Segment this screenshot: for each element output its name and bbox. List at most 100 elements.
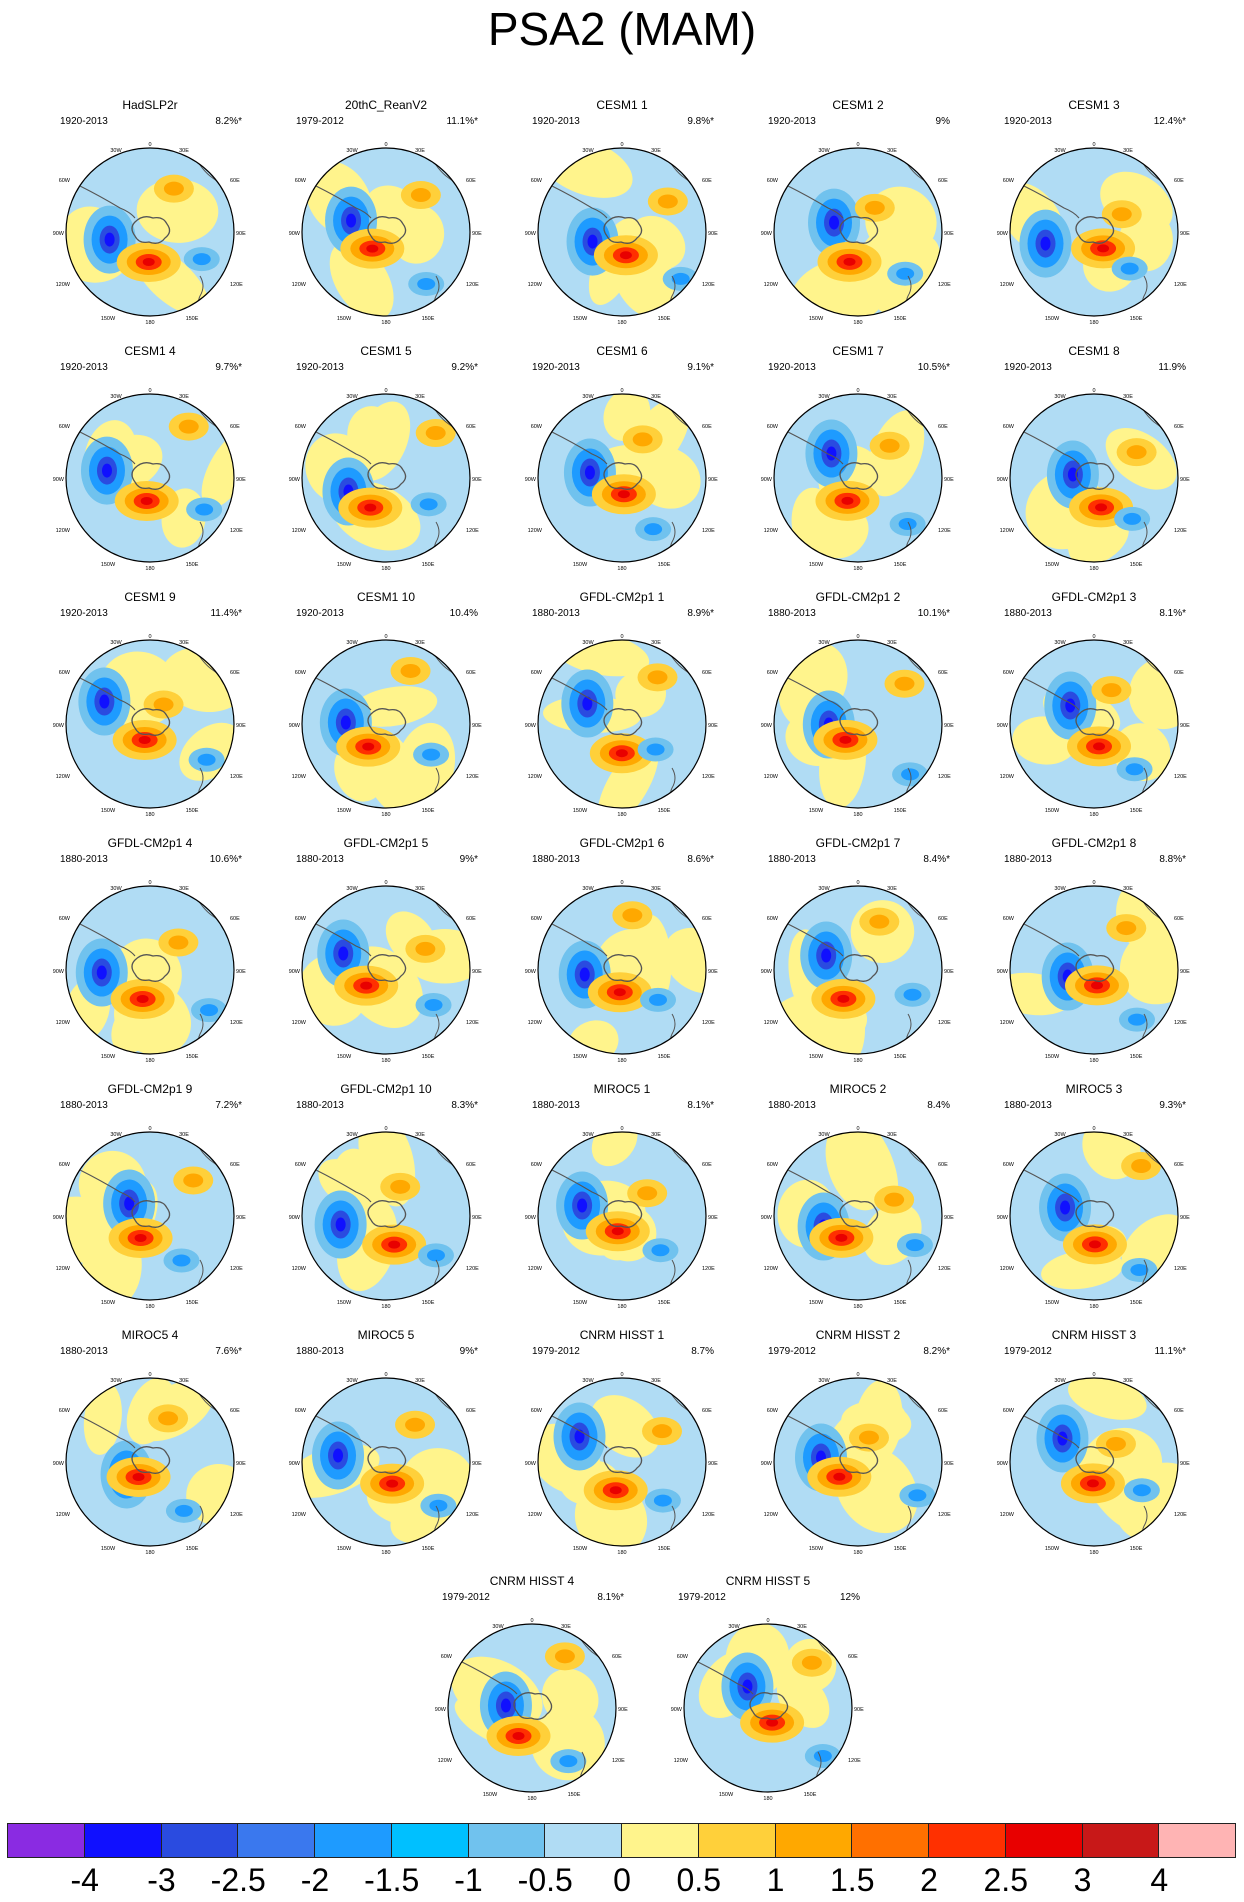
- panel-period: 1979-2012: [442, 1592, 490, 1603]
- longitude-label: 60E: [1174, 916, 1184, 922]
- longitude-label: 60E: [702, 670, 712, 676]
- panel-variance: 8.2%*: [215, 116, 242, 127]
- panel-period: 1880-2013: [296, 1100, 344, 1111]
- longitude-label: 120E: [1174, 1266, 1187, 1272]
- longitude-label: 30E: [887, 394, 897, 400]
- longitude-label: 120E: [848, 1758, 861, 1764]
- panel-period: 1920-2013: [1004, 116, 1052, 127]
- longitude-label: 150W: [573, 1054, 588, 1060]
- longitude-label: 30E: [179, 1378, 189, 1384]
- map-panel: MIROC5 2 1880-2013 8.4% 0 30W 30E 60W 60E 90W 90E…: [758, 1082, 978, 1310]
- longitude-label: 30W: [110, 886, 122, 892]
- panel-title: CESM1 9: [124, 590, 176, 604]
- panel-period: 1920-2013: [1004, 362, 1052, 373]
- longitude-label: 60E: [230, 916, 240, 922]
- longitude-label: 90W: [53, 231, 65, 237]
- colorbar-segment: [544, 1823, 622, 1858]
- longitude-label: 120W: [292, 1266, 307, 1272]
- map-panel: MIROC5 4 1880-2013 7.6%* 0 30W 30E 60W 60E 90W 90…: [50, 1328, 270, 1556]
- longitude-label: 60W: [1003, 916, 1015, 922]
- longitude-label: 120W: [1000, 282, 1015, 288]
- longitude-label: 0: [384, 388, 387, 394]
- longitude-label: 120E: [230, 1266, 243, 1272]
- longitude-label: 0: [856, 142, 859, 148]
- longitude-label: 60W: [59, 670, 71, 676]
- polar-map: 0 30W 30E 60W 60E 90W 90E 120W 120E 150W 150E 180: [525, 880, 718, 1064]
- longitude-label: 90E: [618, 1707, 628, 1713]
- longitude-label: 180: [617, 812, 626, 818]
- panel-period: 1880-2013: [1004, 1100, 1052, 1111]
- longitude-label: 60E: [702, 1162, 712, 1168]
- panel-title: CESM1 3: [1068, 98, 1120, 112]
- longitude-label: 90E: [708, 723, 718, 729]
- longitude-label: 0: [148, 1372, 151, 1378]
- longitude-label: 0: [148, 880, 151, 886]
- panel-title: GFDL-CM2p1 3: [1051, 590, 1137, 604]
- polar-map: 0 30W 30E 60W 60E 90W 90E 120W 120E 150W 150E 180: [761, 880, 954, 1064]
- longitude-label: 0: [620, 634, 623, 640]
- longitude-label: 60E: [230, 178, 240, 184]
- longitude-label: 0: [384, 634, 387, 640]
- longitude-label: 60W: [441, 1654, 453, 1660]
- panel-period: 1880-2013: [1004, 608, 1052, 619]
- longitude-label: 30W: [582, 640, 594, 646]
- longitude-label: 60W: [767, 178, 779, 184]
- longitude-label: 0: [620, 880, 623, 886]
- longitude-label: 90W: [53, 477, 65, 483]
- longitude-label: 150E: [894, 808, 907, 814]
- longitude-label: 60W: [767, 1162, 779, 1168]
- longitude-label: 150W: [337, 808, 352, 814]
- map-panel: CNRM HISST 4 1979-2012 8.1%* 0 30W 30E 60W 60E 9…: [432, 1574, 652, 1802]
- longitude-label: 120E: [466, 528, 479, 534]
- longitude-label: 180: [853, 566, 862, 572]
- panel-title: GFDL-CM2p1 9: [107, 1082, 193, 1096]
- longitude-label: 90W: [289, 723, 301, 729]
- longitude-label: 90E: [944, 231, 954, 237]
- longitude-label: 150W: [1045, 316, 1060, 322]
- polar-map: 0 30W 30E 60W 60E 90W 90E 120W 120E 150W 150E 180: [289, 1372, 482, 1556]
- colorbar-tick-label: -2.5: [210, 1862, 266, 1898]
- longitude-label: 90W: [53, 969, 65, 975]
- longitude-label: 150E: [422, 808, 435, 814]
- map-panel: CESM1 6 1920-2013 9.1%* 0 30W 30E 60W 60E 90W 90E…: [522, 344, 742, 572]
- longitude-label: 90W: [997, 723, 1009, 729]
- colorbar-tick-label: 0.5: [676, 1862, 721, 1898]
- longitude-label: 120W: [1000, 528, 1015, 534]
- longitude-label: 30W: [582, 886, 594, 892]
- map-panel: MIROC5 3 1880-2013 9.3%* 0 30W 30E 60W 60E 90W 90…: [994, 1082, 1214, 1310]
- longitude-label: 30W: [728, 1624, 740, 1630]
- longitude-label: 90W: [761, 969, 773, 975]
- longitude-label: 150E: [186, 808, 199, 814]
- polar-map: 0 30W 30E 60W 60E 90W 90E 120W 120E 150W 150E 180: [671, 1618, 864, 1802]
- longitude-label: 30E: [179, 640, 189, 646]
- longitude-label: 30E: [415, 148, 425, 154]
- panel-title: GFDL-CM2p1 8: [1051, 836, 1137, 850]
- polar-map: 0 30W 30E 60W 60E 90W 90E 120W 120E 150W 150E 180: [997, 880, 1190, 1064]
- longitude-label: 90W: [525, 477, 537, 483]
- map-panel: CESM1 1 1920-2013 9.8%* 0 30W 30E 60W 60E 90W 90E…: [522, 98, 742, 326]
- longitude-label: 180: [617, 1304, 626, 1310]
- longitude-label: 120W: [292, 1512, 307, 1518]
- longitude-label: 180: [853, 1304, 862, 1310]
- polar-map: 0 30W 30E 60W 60E 90W 90E 120W 120E 150W 150E 180: [53, 1126, 246, 1310]
- longitude-label: 60E: [230, 1408, 240, 1414]
- longitude-label: 150W: [337, 316, 352, 322]
- longitude-label: 90E: [708, 969, 718, 975]
- panel-variance: 8.1%*: [597, 1592, 624, 1603]
- colorbar-tick-label: -2: [300, 1862, 330, 1898]
- longitude-label: 60E: [1174, 178, 1184, 184]
- longitude-label: 60W: [59, 916, 71, 922]
- polar-map: 0 30W 30E 60W 60E 90W 90E 120W 120E 150W 150E 180: [761, 388, 954, 572]
- longitude-label: 150W: [1045, 562, 1060, 568]
- panel-title: CNRM HISST 5: [725, 1574, 811, 1588]
- longitude-label: 90E: [1180, 477, 1190, 483]
- longitude-label: 120E: [230, 1512, 243, 1518]
- panel-period: 1920-2013: [60, 362, 108, 373]
- polar-map: 0 30W 30E 60W 60E 90W 90E 120W 120E 150W 150E 180: [525, 1372, 718, 1556]
- map-panel: GFDL-CM2p1 7 1880-2013 8.4%* 0 30W 30E 60W 60E 9…: [758, 836, 978, 1064]
- longitude-label: 30W: [110, 640, 122, 646]
- longitude-label: 60E: [612, 1654, 622, 1660]
- colorbar-segment: [467, 1823, 546, 1858]
- longitude-label: 90W: [761, 231, 773, 237]
- map-panel: GFDL-CM2p1 2 1880-2013 10.1%* 0 30W 30E 60W 60E…: [758, 590, 978, 818]
